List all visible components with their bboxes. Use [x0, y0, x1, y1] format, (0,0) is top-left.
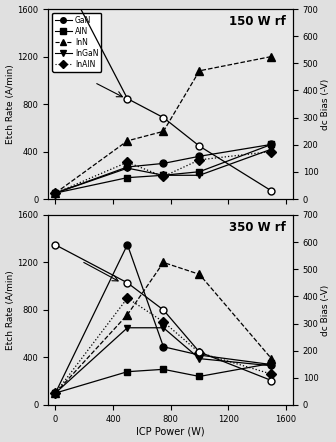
- Text: 350 W rf: 350 W rf: [229, 221, 286, 234]
- Text: 150 W rf: 150 W rf: [229, 15, 286, 28]
- Y-axis label: Etch Rate (A/min): Etch Rate (A/min): [6, 64, 14, 144]
- Y-axis label: dc Bias (-V): dc Bias (-V): [322, 78, 330, 130]
- Y-axis label: dc Bias (-V): dc Bias (-V): [322, 284, 330, 335]
- Legend: GaN, AlN, InN, InGaN, InAlN: GaN, AlN, InN, InGaN, InAlN: [52, 13, 101, 72]
- Y-axis label: Etch Rate (A/min): Etch Rate (A/min): [6, 270, 14, 350]
- X-axis label: ICP Power (W): ICP Power (W): [136, 427, 205, 436]
